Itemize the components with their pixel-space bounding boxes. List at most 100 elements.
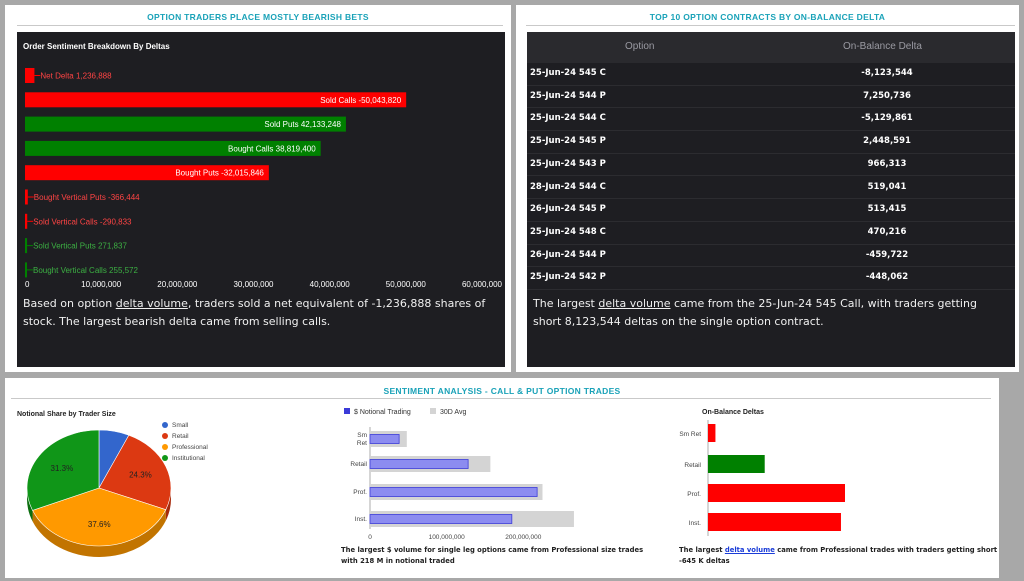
- delta-cell: -459,722: [865, 249, 909, 260]
- on-balance-deltas-chart: Sm Ret Retail Prof. Inst.: [679, 420, 845, 536]
- sentiment-analysis-panel: SENTIMENT ANALYSIS - CALL & PUT OPTION T…: [5, 378, 999, 578]
- delta-bar-0: [708, 424, 716, 442]
- bar-5: [25, 189, 28, 205]
- title-divider: [11, 398, 991, 399]
- legend-label: Retail: [172, 433, 189, 440]
- pie-slice-professional: [32, 487, 167, 547]
- delta-volume-link[interactable]: delta volume: [598, 297, 671, 310]
- option-cell: 25-Jun-24 543 P: [530, 158, 606, 169]
- bar-label-8: Bought Vertical Calls 255,572: [33, 266, 139, 275]
- legend-label: Small: [172, 422, 189, 429]
- legend-label: Institutional: [172, 455, 205, 462]
- legend-label: Professional: [172, 444, 208, 451]
- x-tick-1: 100,000,000: [429, 534, 466, 540]
- bar-8: [25, 262, 27, 278]
- x-tick-3: 30,000,000: [233, 280, 274, 289]
- table-row[interactable]: 25-Jun-24 545 C -8,123,544: [527, 63, 1015, 86]
- bar-2: [25, 116, 346, 132]
- chart-description: Based on option delta volume, traders so…: [23, 295, 493, 331]
- bar-notional-3: [369, 514, 513, 524]
- column-header-option[interactable]: Option: [625, 41, 655, 52]
- legend-swatch: [162, 455, 168, 461]
- x-tick-2: 200,000,000: [505, 534, 542, 540]
- category-label: Prof.: [687, 491, 701, 498]
- table-row[interactable]: 26-Jun-24 545 P 513,415: [527, 199, 1015, 222]
- option-cell: 25-Jun-24 544 P: [530, 90, 606, 101]
- table-row[interactable]: 25-Jun-24 544 P 7,250,736: [527, 86, 1015, 109]
- delta-cell: 966,313: [867, 158, 907, 169]
- legend-swatch: [162, 433, 168, 439]
- desc-text-2: , traders sold a net equivalent of -1,23…: [23, 297, 486, 328]
- x-tick-0: 0: [25, 280, 30, 289]
- pie-value-label: 31.3%: [51, 464, 74, 473]
- x-tick-0: 0: [368, 534, 372, 540]
- legend-item-institutional[interactable]: Institutional: [162, 455, 205, 462]
- x-tick-5: 50,000,000: [386, 280, 427, 289]
- table-row[interactable]: 28-Jun-24 544 C 519,041: [527, 177, 1015, 200]
- delta-bar-2: [708, 484, 845, 502]
- table-row[interactable]: 25-Jun-24 545 P 2,448,591: [527, 131, 1015, 154]
- option-cell: 25-Jun-24 545 P: [530, 136, 606, 147]
- bar-3: [25, 140, 321, 156]
- bar-7: [25, 238, 28, 254]
- pie-value-label: 37.6%: [88, 520, 111, 529]
- legend-label-30d-avg: 30D Avg: [440, 409, 466, 416]
- delta-cell: 513,415: [867, 204, 907, 215]
- bar-label-2: Sold Puts 42,133,248: [264, 120, 341, 129]
- bar-label-3: Bought Calls 38,819,400: [228, 144, 316, 153]
- desc-text-1: Based on option: [23, 297, 116, 310]
- table-row[interactable]: 25-Jun-24 548 C 470,216: [527, 222, 1015, 245]
- legend-item-professional[interactable]: Professional: [162, 444, 208, 451]
- note-text-1: The largest: [679, 546, 725, 554]
- note-text-2: came from Professional trades with trade…: [679, 546, 998, 565]
- delta-cell: -8,123,544: [861, 68, 913, 78]
- table-row[interactable]: 26-Jun-24 544 P -459,722: [527, 245, 1015, 268]
- bar-label-4: Bought Puts -32,015,846: [175, 169, 264, 178]
- legend-item-small[interactable]: Small: [162, 422, 188, 429]
- legend-swatch-30d-avg: [430, 408, 436, 414]
- bar-0: [25, 68, 35, 83]
- table-row[interactable]: 25-Jun-24 542 P -448,062: [527, 267, 1015, 290]
- category-label: Inst.: [689, 520, 701, 527]
- bar-notional-0: [369, 434, 400, 444]
- option-cell: 25-Jun-24 545 C: [530, 68, 606, 78]
- delta-cell: 519,041: [867, 181, 907, 192]
- option-cell: 25-Jun-24 548 C: [530, 226, 606, 237]
- panel-title: OPTION TRADERS PLACE MOSTLY BEARISH BETS: [147, 12, 369, 22]
- table-row[interactable]: 25-Jun-24 544 C -5,129,861: [527, 108, 1015, 132]
- legend-swatch-notional: [344, 408, 350, 414]
- panel-title: SENTIMENT ANALYSIS - CALL & PUT OPTION T…: [383, 386, 621, 396]
- panel-title: TOP 10 OPTION CONTRACTS BY ON-BALANCE DE…: [649, 12, 886, 22]
- option-cell: 28-Jun-24 544 C: [530, 181, 606, 192]
- order-sentiment-chart: Order Sentiment Breakdown By Deltas Net …: [23, 42, 503, 289]
- legend-swatch: [162, 444, 168, 450]
- desc-text-1: The largest: [533, 297, 599, 310]
- category-label: Prof.: [353, 489, 367, 496]
- category-label: Inst.: [355, 516, 367, 523]
- notional-share-pie-chart: 24.3% 37.6% 31.3%: [26, 429, 172, 557]
- chart-title: Order Sentiment Breakdown By Deltas: [23, 42, 170, 51]
- x-tick-4: 40,000,000: [310, 280, 351, 289]
- pie-value-label: 24.3%: [129, 471, 152, 480]
- bar-label-7: Sold Vertical Puts 271,837: [33, 242, 127, 251]
- x-tick-1: 10,000,000: [81, 280, 122, 289]
- delta-footnote: The largest delta volume came from Profe…: [679, 545, 999, 567]
- legend-item-retail[interactable]: Retail: [162, 433, 189, 440]
- delta-volume-link[interactable]: delta volume: [115, 297, 188, 310]
- chart-area: Order Sentiment Breakdown By Deltas Net …: [17, 32, 505, 367]
- bar-label-6: Sold Vertical Calls -290,833: [33, 217, 132, 226]
- table-row[interactable]: 25-Jun-24 543 P 966,313: [527, 154, 1015, 177]
- notional-footnote: The largest $ volume for single leg opti…: [341, 546, 644, 565]
- delta-volume-link[interactable]: delta volume: [724, 546, 775, 554]
- on-balance-deltas-title: On-Balance Deltas: [702, 409, 764, 416]
- option-cell: 26-Jun-24 544 P: [530, 249, 606, 260]
- table-description: The largest delta volume came from the 2…: [533, 295, 1003, 331]
- pie-slice-retail: [98, 434, 172, 511]
- delta-bar-1: [708, 455, 765, 473]
- bar-1: [25, 92, 407, 108]
- x-tick-2: 20,000,000: [157, 280, 198, 289]
- category-label: Retail: [684, 462, 701, 469]
- bar-notional-2: [369, 487, 538, 497]
- delta-cell: 7,250,736: [863, 90, 911, 101]
- column-header-delta[interactable]: On-Balance Delta: [843, 41, 922, 52]
